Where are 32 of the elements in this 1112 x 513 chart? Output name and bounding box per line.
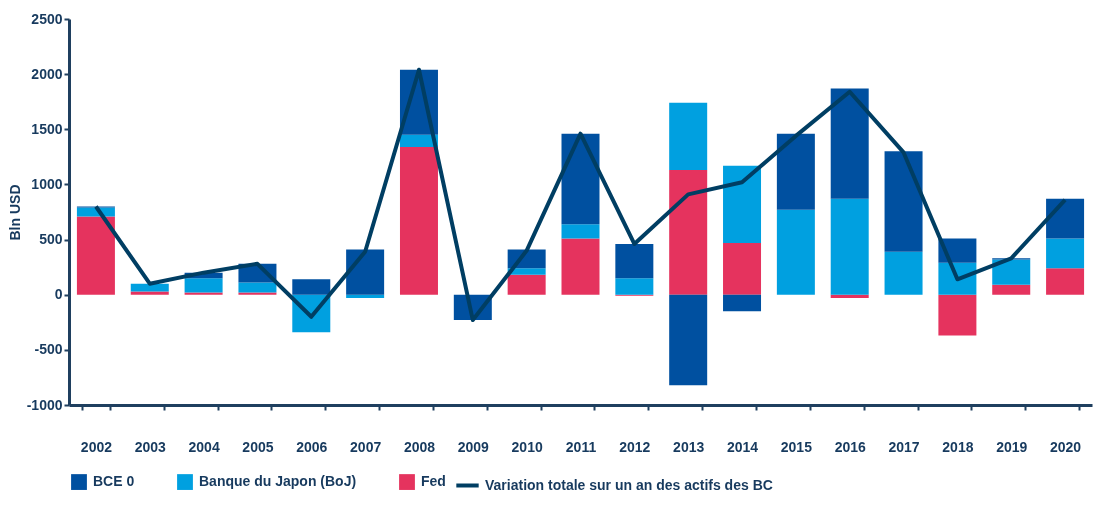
x-tick-label: 2011: [565, 438, 597, 455]
y-tick-label: 2500: [31, 10, 63, 27]
x-tick-label: 2018: [942, 438, 974, 455]
x-tick-label: 2010: [511, 438, 543, 455]
legend-label: Banque du Japon (BoJ): [199, 473, 357, 490]
x-tick-label: 2008: [403, 438, 436, 455]
x-tick-label: 2017: [888, 438, 920, 455]
y-tick-label: 0: [54, 286, 63, 303]
x-tick-label: 2006: [296, 438, 328, 455]
y-axis-title: Bln USD: [6, 184, 23, 241]
y-tick-label: 500: [39, 231, 63, 248]
x-tick-label: 2014: [726, 438, 759, 455]
x-tick-label: 2020: [1050, 438, 1082, 455]
y-tick-label: 1500: [31, 120, 63, 137]
x-tick-label: 2007: [350, 438, 382, 455]
legend-label: BCE 0: [93, 473, 135, 490]
x-tick-label: 2012: [619, 438, 651, 455]
x-tick-label: 2003: [134, 438, 167, 455]
x-tick-label: 2002: [80, 438, 113, 455]
y-tick-label: 1000: [31, 175, 63, 192]
y-tick-label: -500: [34, 341, 63, 358]
legend-label: Variation totale sur un an des actifs des BC: [485, 476, 773, 493]
legend-label: Fed: [421, 473, 446, 490]
x-tick-label: 2015: [780, 438, 813, 455]
x-tick-label: 2019: [996, 438, 1028, 455]
x-tick-label: 2004: [188, 438, 220, 455]
y-tick-label: -1000: [26, 396, 63, 413]
x-tick-label: 2005: [242, 438, 274, 455]
x-tick-label: 2009: [457, 438, 490, 455]
x-tick-label: 2013: [673, 438, 705, 455]
y-tick-label: 2000: [31, 65, 63, 82]
x-tick-label: 2016: [834, 438, 866, 455]
